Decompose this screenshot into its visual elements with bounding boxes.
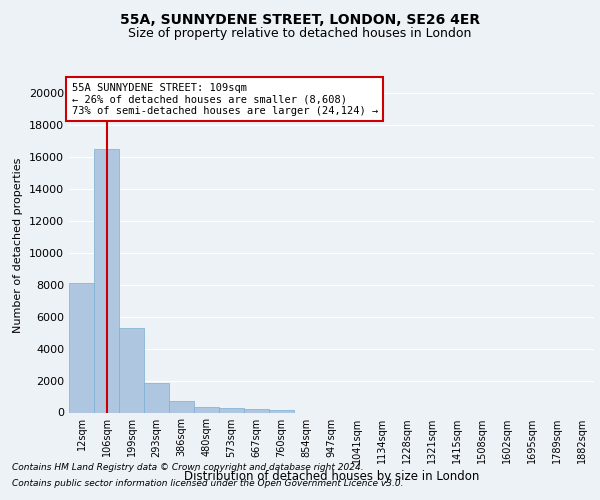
Text: 55A, SUNNYDENE STREET, LONDON, SE26 4ER: 55A, SUNNYDENE STREET, LONDON, SE26 4ER	[120, 12, 480, 26]
Bar	[244, 410, 269, 412]
Text: Size of property relative to detached houses in London: Size of property relative to detached ho…	[128, 28, 472, 40]
Bar	[194, 407, 219, 412]
Bar	[219, 408, 244, 412]
Bar	[144, 383, 169, 412]
Bar	[119, 328, 144, 412]
Bar	[269, 410, 294, 412]
Y-axis label: Number of detached properties: Number of detached properties	[13, 158, 23, 332]
Bar	[169, 400, 194, 412]
Text: Contains HM Land Registry data © Crown copyright and database right 2024.: Contains HM Land Registry data © Crown c…	[12, 464, 364, 472]
Bar	[94, 150, 119, 412]
Text: 55A SUNNYDENE STREET: 109sqm
← 26% of detached houses are smaller (8,608)
73% of: 55A SUNNYDENE STREET: 109sqm ← 26% of de…	[71, 82, 378, 116]
Bar	[69, 284, 94, 412]
X-axis label: Distribution of detached houses by size in London: Distribution of detached houses by size …	[184, 470, 479, 483]
Text: Contains public sector information licensed under the Open Government Licence v3: Contains public sector information licen…	[12, 478, 404, 488]
